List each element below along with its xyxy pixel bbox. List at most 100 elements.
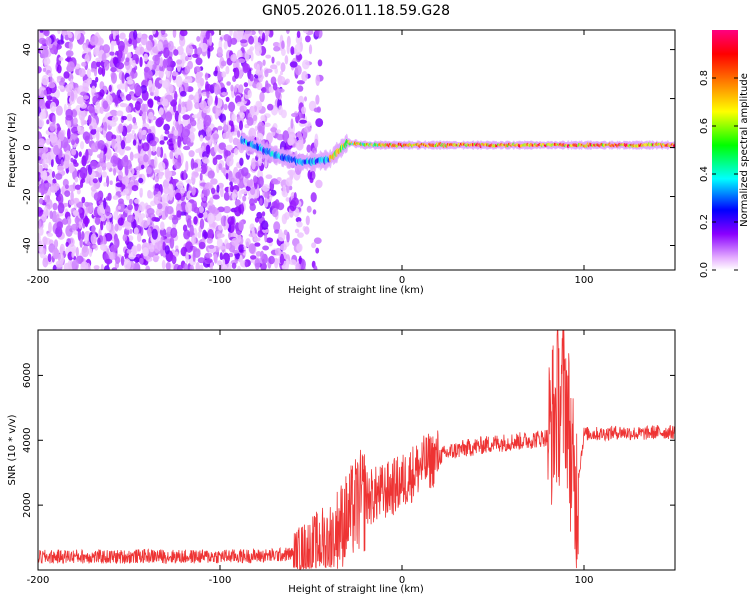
spectrogram-cell: [246, 116, 254, 126]
spectrogram-cell: [53, 239, 59, 249]
spectrogram-cell: [207, 170, 215, 179]
spectrogram-cell: [183, 169, 187, 181]
spectrogram-cell: [215, 154, 223, 160]
spectrogram-cell: [126, 80, 134, 85]
spectrogram-cell: [168, 189, 174, 201]
spectrogram-cell: [273, 221, 281, 232]
spectrogram-cell: [198, 206, 204, 214]
spectrogram-cell: [167, 133, 174, 139]
spectrogram-cell: [280, 109, 287, 119]
spectrogram-cell: [154, 54, 161, 66]
spectrogram-cell: [154, 70, 159, 77]
spectrogram-cell: [313, 107, 321, 113]
spectrogram-cell: [287, 136, 295, 146]
spectrogram-cell: [48, 82, 56, 89]
spectrogram-cell: [67, 32, 73, 39]
spectrogram-cell: [57, 39, 65, 45]
spectrogram-cell: [235, 30, 244, 40]
spectrogram-cell: [57, 30, 61, 35]
spectrogram-cell: [173, 49, 179, 56]
spectrogram-cell: [315, 118, 324, 128]
spectrogram-cell: [295, 116, 301, 121]
spectrogram-cell: [148, 79, 153, 88]
spectrogram-y-label: Frequency (Hz): [7, 112, 18, 188]
spectrogram-cell: [80, 115, 85, 127]
spectrogram-cell: [76, 96, 85, 105]
spectrogram-cell: [223, 41, 228, 50]
spectrogram-cell: [143, 153, 149, 163]
spectrogram-cell: [196, 119, 204, 131]
spectrogram-cell: [252, 233, 257, 238]
spectrogram-cell: [46, 95, 53, 101]
spectrogram-cell: [231, 193, 237, 201]
spectrogram-cell: [49, 133, 58, 144]
spectrogram-cell: [253, 175, 258, 184]
spectrogram-cell: [113, 168, 117, 176]
spectrogram-x-ticks: -200 -100 0 100: [27, 30, 594, 286]
spectrogram-cell: [118, 198, 124, 205]
spectrogram-cell: [49, 123, 56, 132]
spectrogram-cell: [242, 195, 247, 202]
spectrogram-cell: [135, 166, 141, 172]
spectrogram-cell: [138, 177, 144, 184]
spectrogram-cell: [148, 34, 154, 41]
spectrogram-cell: [157, 116, 164, 126]
spectrogram-cell: [246, 49, 253, 55]
spectrogram-cell: [231, 262, 237, 269]
spectrogram-cell: [110, 40, 118, 46]
spectrogram-cell: [134, 198, 140, 204]
spectrogram-cell: [230, 37, 238, 45]
spectrogram-cell: [313, 138, 319, 149]
spectrogram-cell: [199, 100, 207, 111]
spectrogram-cell: [222, 132, 230, 140]
spectrogram-cell: [127, 204, 133, 211]
spectrogram-cell: [283, 229, 288, 236]
snr-y-tick-label: 4000: [22, 428, 33, 453]
spectrogram-cell: [262, 59, 266, 66]
spectrogram-cell: [134, 86, 142, 97]
spectrogram-cell: [133, 153, 139, 159]
spectrogram-cell: [53, 182, 60, 191]
spectrogram-cell: [104, 265, 110, 270]
spectrogram-cell: [51, 171, 56, 178]
spectrogram-cell: [282, 184, 286, 196]
spectrogram-cell: [265, 54, 272, 59]
spectrogram-cell: [115, 182, 123, 188]
spectrogram-cell: [71, 250, 75, 258]
spectrogram-cell: [285, 78, 290, 84]
spectrogram-cell: [280, 62, 286, 73]
spectrogram-marks: [38, 30, 675, 270]
spectrogram-cell: [39, 227, 44, 236]
spectrogram-cell: [247, 89, 252, 99]
spectrogram-cell: [251, 157, 256, 170]
spectrogram-cell: [182, 114, 190, 120]
spectrogram-cell: [176, 123, 183, 135]
spectrogram-cell: [200, 42, 208, 53]
spectrogram-cell: [230, 259, 238, 265]
spectrogram-cell: [239, 105, 247, 112]
spectrogram-cell: [199, 134, 204, 142]
snr-x-tick-label: 0: [399, 575, 405, 586]
spectrogram-cell: [158, 172, 163, 180]
spectrogram-cell: [109, 250, 116, 261]
spectrogram-cell: [303, 126, 312, 133]
spectrogram-cell: [70, 133, 78, 141]
spectrogram-cell: [176, 264, 183, 270]
spectrogram-cell: [81, 61, 87, 67]
spectrogram-cell: [147, 243, 154, 248]
colorbar-tick-label: 0.0: [699, 262, 710, 278]
spectrogram-cell: [239, 112, 245, 119]
spectrogram-cell: [192, 250, 196, 263]
spectrogram-cell: [294, 44, 302, 56]
spectrogram-cell: [192, 162, 199, 169]
spectrogram-cell: [100, 263, 104, 270]
spectrogram-cell: [195, 71, 204, 78]
spectrogram-cell: [97, 66, 103, 75]
spectrogram-cell: [38, 37, 47, 45]
spectrogram-cell: [185, 55, 189, 62]
spectrogram-cell: [154, 175, 159, 183]
spectrogram-cell: [218, 224, 223, 231]
spectrogram-cell: [63, 202, 69, 207]
spectrogram-cell: [80, 179, 84, 189]
